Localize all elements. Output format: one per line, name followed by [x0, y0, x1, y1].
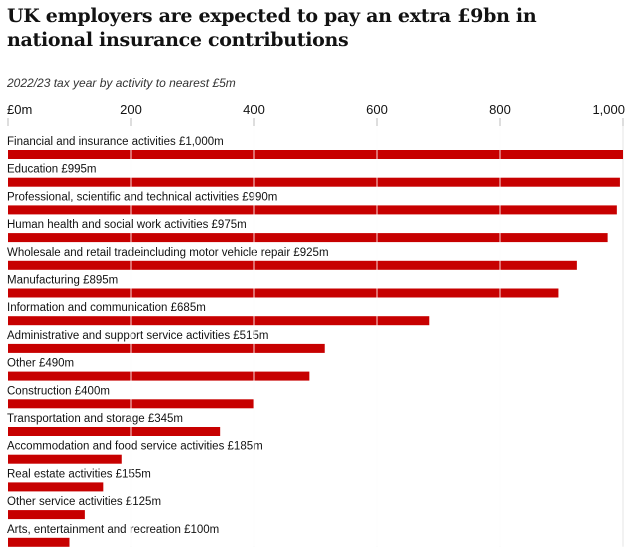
gridlines-overlay — [130, 126, 501, 547]
chart-subtitle: 2022/23 tax year by activity to nearest … — [7, 76, 236, 90]
bar — [8, 288, 559, 298]
bar — [8, 205, 617, 215]
bar-label: Wholesale and retail tradeincluding moto… — [7, 247, 329, 259]
x-tick-label: £0m — [7, 102, 32, 117]
bar — [8, 177, 620, 187]
bar-label: Financial and insurance activities £1,00… — [7, 136, 224, 148]
bar — [8, 454, 122, 464]
bar — [8, 537, 70, 547]
x-tick-label: 200 — [120, 102, 142, 117]
bar-label: Arts, entertainment and recreation £100m — [7, 524, 219, 536]
bar-label: Accommodation and food service activitie… — [7, 441, 263, 453]
chart-title: UK employers are expected to pay an extr… — [7, 5, 537, 51]
bar-label: Human health and social work activities … — [7, 219, 247, 231]
bar — [8, 482, 104, 492]
bar — [8, 233, 608, 243]
x-tick-label: 800 — [489, 102, 511, 117]
bar-label: Professional, scientific and technical a… — [7, 191, 277, 203]
bar-label: Education £995m — [7, 164, 97, 176]
bar-label: Other service activities £125m — [7, 496, 161, 508]
bar — [8, 510, 85, 520]
x-tick-label: 1,000 — [592, 102, 625, 117]
bar-label: Transportation and storage £345m — [7, 413, 183, 425]
bar-label: Administrative and support service activ… — [7, 330, 268, 342]
bar — [8, 343, 325, 353]
x-tick-label: 600 — [366, 102, 388, 117]
bar — [8, 316, 430, 326]
x-tick-label: 400 — [243, 102, 265, 117]
bar-label: Manufacturing £895m — [7, 275, 118, 287]
bar — [8, 260, 577, 270]
bar-label: Other £490m — [7, 358, 74, 370]
bar — [8, 150, 623, 159]
bar — [8, 427, 221, 436]
bar-label: Real estate activities £155m — [7, 468, 151, 480]
bar — [8, 371, 310, 381]
bar-label: Information and communication £685m — [7, 302, 206, 314]
x-axis-ticks: £0m 200 400 600 800 1,000 — [7, 102, 625, 126]
bars: Financial and insurance activities £1,00… — [7, 136, 623, 547]
bar-label: Construction £400m — [7, 385, 110, 397]
